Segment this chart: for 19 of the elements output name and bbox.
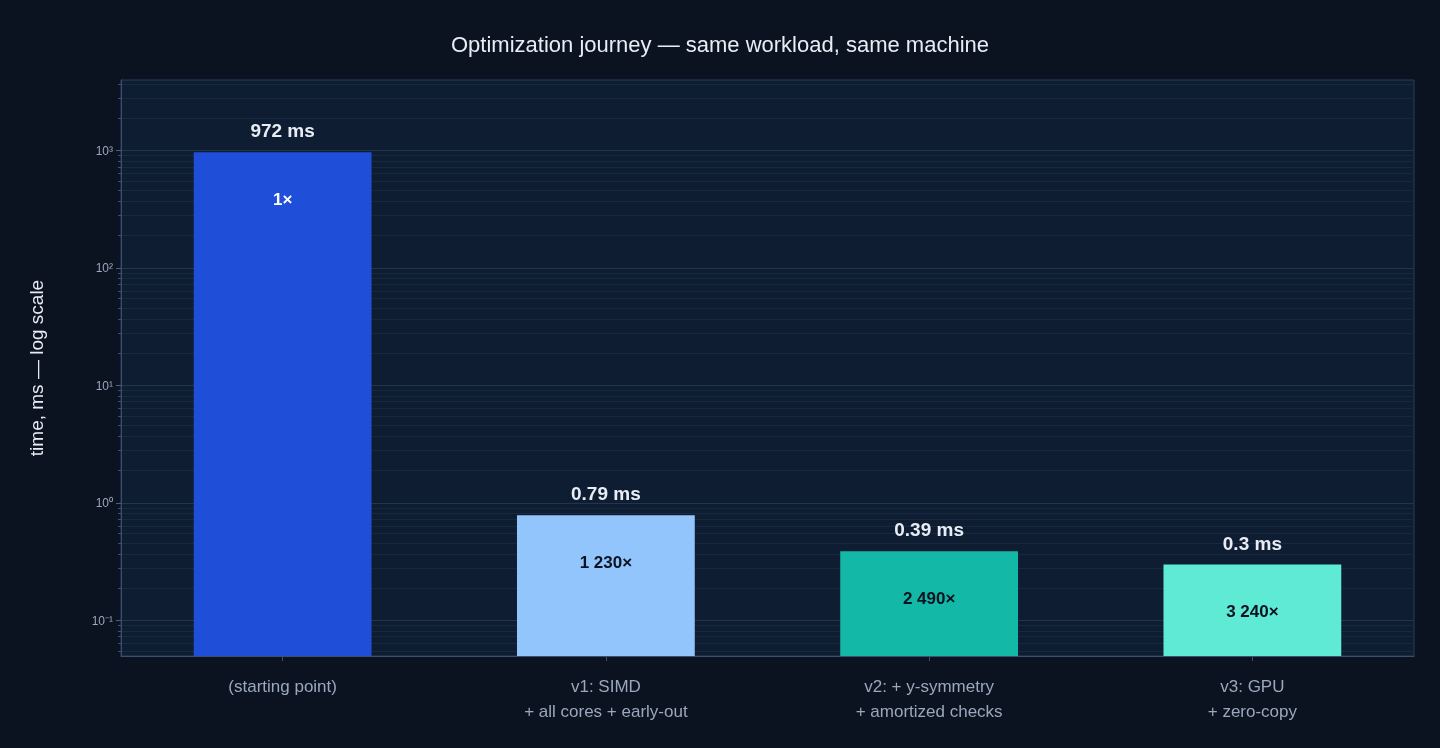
y-tick-label: 10³	[95, 143, 113, 158]
x-tick-label: v3: GPU + zero-copy	[1207, 677, 1298, 721]
y-axis-title: time, ms — log scale	[26, 279, 47, 457]
x-tick-label: v2: + y-symmetry + amortized checks	[855, 677, 1003, 721]
y-tick-label: 10²	[95, 261, 113, 276]
data-label: 0.39 ms	[894, 519, 964, 541]
y-tick-label: 10⁰	[95, 496, 113, 511]
annotation: 1 230×	[579, 552, 633, 572]
x-tick-label: v1: SIMD + all cores + early-out	[524, 677, 688, 721]
chart-title: Optimization journey — same workload, same machine	[450, 31, 990, 57]
y-tick-label: 10¹	[95, 378, 113, 393]
data-label: 0.79 ms	[571, 483, 641, 505]
annotation: 2 490×	[902, 588, 956, 608]
annotation: 3 240×	[1226, 602, 1279, 622]
annotation: 1×	[272, 189, 293, 209]
data-label: 972 ms	[250, 120, 315, 142]
data-label: 0.3 ms	[1222, 532, 1282, 554]
y-tick-label: 10⁻¹	[91, 613, 113, 628]
x-tick-label: (starting point)	[228, 677, 337, 696]
